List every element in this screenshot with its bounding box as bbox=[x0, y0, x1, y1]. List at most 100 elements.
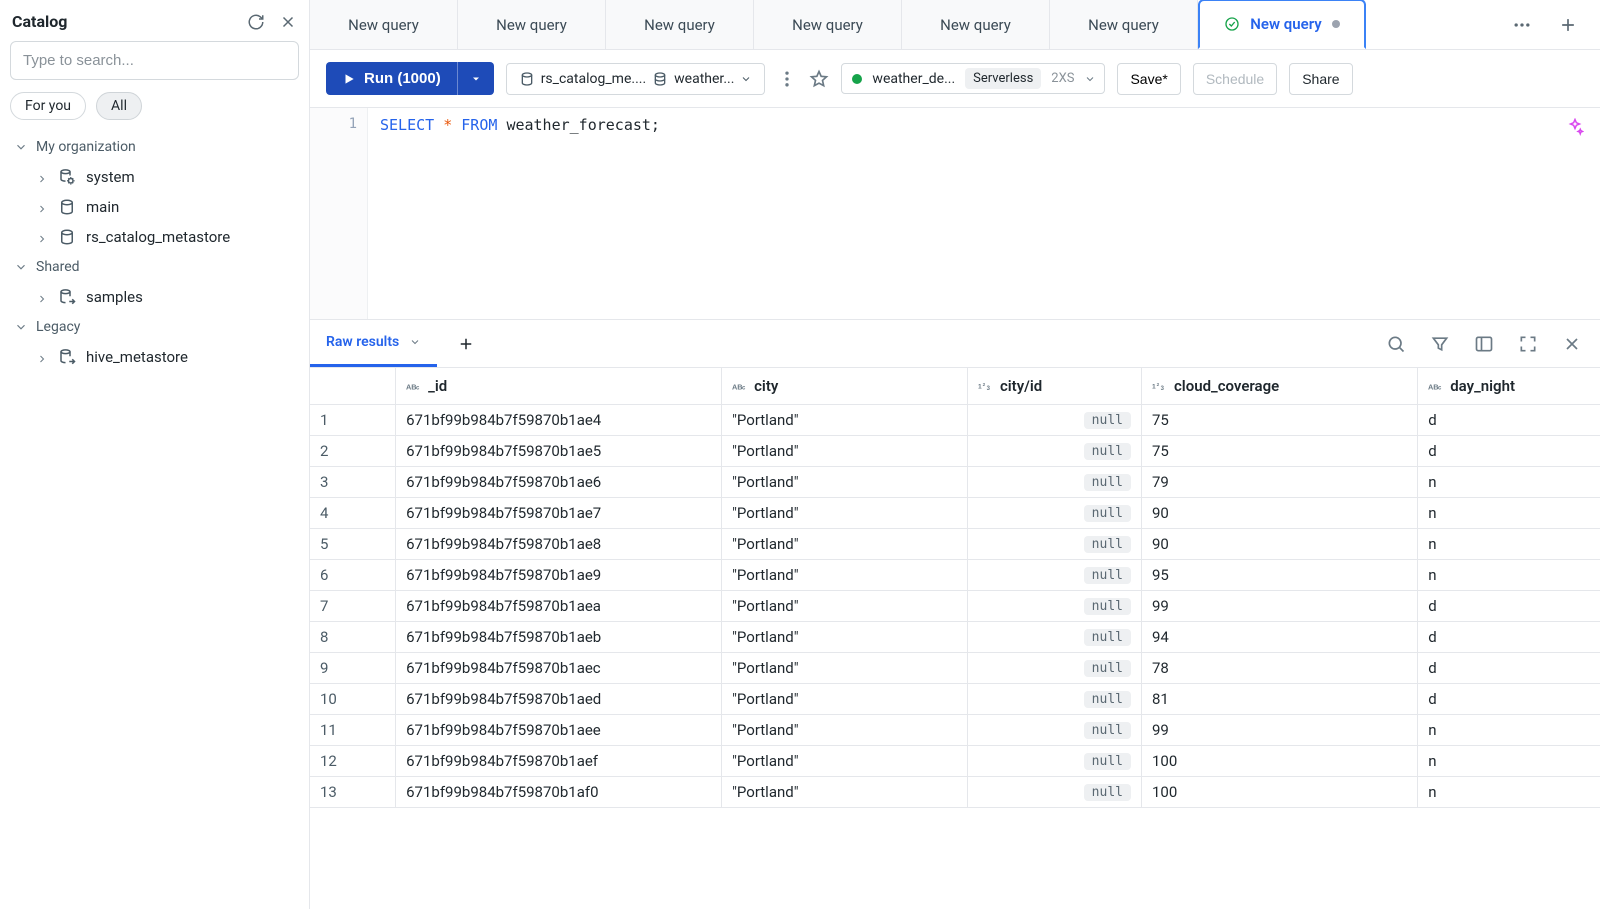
table-row[interactable]: 1671bf99b984b7f59870b1ae4"Portland"null7… bbox=[310, 405, 1600, 436]
star-icon[interactable] bbox=[809, 69, 829, 89]
schema-icon bbox=[652, 71, 668, 87]
cell-id: 671bf99b984b7f59870b1af0 bbox=[396, 777, 722, 808]
table-row[interactable]: 10671bf99b984b7f59870b1aed"Portland"null… bbox=[310, 684, 1600, 715]
editor-tab[interactable]: New query bbox=[902, 0, 1050, 49]
search-input[interactable] bbox=[10, 41, 299, 80]
tab-label: New query bbox=[348, 16, 419, 34]
sql-editor[interactable]: 1 SELECT * FROM weather_forecast; bbox=[310, 108, 1600, 320]
schedule-button[interactable]: Schedule bbox=[1193, 63, 1277, 95]
table-row[interactable]: 13671bf99b984b7f59870b1af0"Portland"null… bbox=[310, 777, 1600, 808]
editor-tab[interactable]: New query bbox=[606, 0, 754, 49]
editor-tab[interactable]: New query bbox=[1050, 0, 1198, 49]
sidebar-title: Catalog bbox=[12, 12, 67, 31]
filter-for-you[interactable]: For you bbox=[10, 92, 86, 120]
column-header[interactable]: ABccity bbox=[722, 368, 968, 405]
ai-sparkle-icon[interactable] bbox=[1566, 118, 1584, 136]
refresh-icon[interactable] bbox=[247, 13, 265, 31]
tree-section[interactable]: Shared bbox=[8, 252, 301, 282]
editor-tab[interactable]: New query bbox=[754, 0, 902, 49]
tree-item[interactable]: rs_catalog_metastore bbox=[8, 222, 301, 252]
table-row[interactable]: 9671bf99b984b7f59870b1aec"Portland"null7… bbox=[310, 653, 1600, 684]
run-dropdown[interactable] bbox=[457, 62, 494, 95]
cell-city: "Portland" bbox=[722, 777, 968, 808]
chevron-right-icon bbox=[36, 351, 48, 363]
chevron-down-icon bbox=[14, 140, 28, 154]
null-badge: null bbox=[1084, 505, 1131, 522]
editor-tab[interactable]: New query bbox=[458, 0, 606, 49]
more-tabs-icon[interactable] bbox=[1512, 15, 1532, 35]
tree-item[interactable]: system bbox=[8, 162, 301, 192]
svg-text:c: c bbox=[742, 385, 746, 391]
table-row[interactable]: 11671bf99b984b7f59870b1aee"Portland"null… bbox=[310, 715, 1600, 746]
table-row[interactable]: 2671bf99b984b7f59870b1ae5"Portland"null7… bbox=[310, 436, 1600, 467]
cell-daynight: d bbox=[1418, 436, 1600, 467]
chevron-right-icon bbox=[36, 201, 48, 213]
editor-tab[interactable]: New query bbox=[310, 0, 458, 49]
expand-icon[interactable] bbox=[1518, 334, 1538, 354]
catalog-tree: My organization system main rs_catalog_meta… bbox=[8, 132, 301, 901]
svg-text:AB: AB bbox=[1428, 382, 1439, 391]
column-header[interactable]: ABc_id bbox=[396, 368, 722, 405]
kebab-menu-icon[interactable] bbox=[777, 69, 797, 89]
svg-text:c: c bbox=[416, 385, 420, 391]
tree-section[interactable]: Legacy bbox=[8, 312, 301, 342]
schema-name: weather... bbox=[674, 71, 734, 87]
cell-cloud: 75 bbox=[1141, 405, 1417, 436]
svg-text:1: 1 bbox=[1152, 384, 1156, 391]
compute-selector[interactable]: weather_de... Serverless 2XS bbox=[841, 63, 1105, 94]
add-visualization-icon[interactable] bbox=[457, 335, 475, 353]
cell-cloud: 95 bbox=[1141, 560, 1417, 591]
cell-daynight: n bbox=[1418, 498, 1600, 529]
tree-item-label: main bbox=[86, 198, 119, 216]
tree-item[interactable]: samples bbox=[8, 282, 301, 312]
null-badge: null bbox=[1084, 598, 1131, 615]
tree-section[interactable]: My organization bbox=[8, 132, 301, 162]
svg-text:3: 3 bbox=[987, 386, 991, 392]
table-row[interactable]: 6671bf99b984b7f59870b1ae9"Portland"null9… bbox=[310, 560, 1600, 591]
row-number: 8 bbox=[310, 622, 396, 653]
close-sidebar-icon[interactable] bbox=[279, 13, 297, 31]
close-results-icon[interactable] bbox=[1562, 334, 1582, 354]
share-button[interactable]: Share bbox=[1289, 63, 1352, 95]
cell-cloud: 90 bbox=[1141, 498, 1417, 529]
table-row[interactable]: 3671bf99b984b7f59870b1ae6"Portland"null7… bbox=[310, 467, 1600, 498]
tree-section-label: My organization bbox=[36, 139, 136, 155]
search-results-icon[interactable] bbox=[1386, 334, 1406, 354]
chevron-right-icon bbox=[36, 171, 48, 183]
filter-icon[interactable] bbox=[1430, 334, 1450, 354]
save-button[interactable]: Save* bbox=[1117, 63, 1180, 95]
cell-id: 671bf99b984b7f59870b1aeb bbox=[396, 622, 722, 653]
cell-id: 671bf99b984b7f59870b1ae9 bbox=[396, 560, 722, 591]
results-grid[interactable]: ABc_idABccity123city/id123cloud_coverage… bbox=[310, 368, 1600, 909]
row-number: 7 bbox=[310, 591, 396, 622]
svg-text:3: 3 bbox=[1161, 386, 1165, 392]
tab-label: New query bbox=[792, 16, 863, 34]
table-row[interactable]: 12671bf99b984b7f59870b1aef"Portland"null… bbox=[310, 746, 1600, 777]
svg-text:AB: AB bbox=[406, 382, 417, 391]
chevron-down-icon bbox=[409, 336, 421, 348]
column-header[interactable]: 123city/id bbox=[967, 368, 1141, 405]
tree-item-label: system bbox=[86, 168, 135, 186]
table-row[interactable]: 5671bf99b984b7f59870b1ae8"Portland"null9… bbox=[310, 529, 1600, 560]
null-badge: null bbox=[1084, 784, 1131, 801]
table-row[interactable]: 4671bf99b984b7f59870b1ae7"Portland"null9… bbox=[310, 498, 1600, 529]
null-badge: null bbox=[1084, 753, 1131, 770]
table-row[interactable]: 7671bf99b984b7f59870b1aea"Portland"null9… bbox=[310, 591, 1600, 622]
column-header[interactable]: ABcday_night bbox=[1418, 368, 1600, 405]
table-row[interactable]: 8671bf99b984b7f59870b1aeb"Portland"null9… bbox=[310, 622, 1600, 653]
filter-all[interactable]: All bbox=[96, 92, 142, 120]
catalog-selector[interactable]: rs_catalog_me.... weather... bbox=[506, 63, 766, 95]
cell-cityid: null bbox=[967, 405, 1141, 436]
tree-item[interactable]: main bbox=[8, 192, 301, 222]
cell-cloud: 90 bbox=[1141, 529, 1417, 560]
results-tab[interactable]: Raw results bbox=[310, 320, 437, 367]
tree-item[interactable]: hive_metastore bbox=[8, 342, 301, 372]
column-header[interactable]: 123cloud_coverage bbox=[1141, 368, 1417, 405]
panel-icon[interactable] bbox=[1474, 334, 1494, 354]
cell-cloud: 99 bbox=[1141, 591, 1417, 622]
run-button[interactable]: Run (1000) bbox=[326, 62, 457, 95]
editor-tab[interactable]: New query bbox=[1198, 0, 1366, 49]
cell-id: 671bf99b984b7f59870b1ae7 bbox=[396, 498, 722, 529]
new-tab-icon[interactable] bbox=[1558, 15, 1578, 35]
cell-cloud: 79 bbox=[1141, 467, 1417, 498]
